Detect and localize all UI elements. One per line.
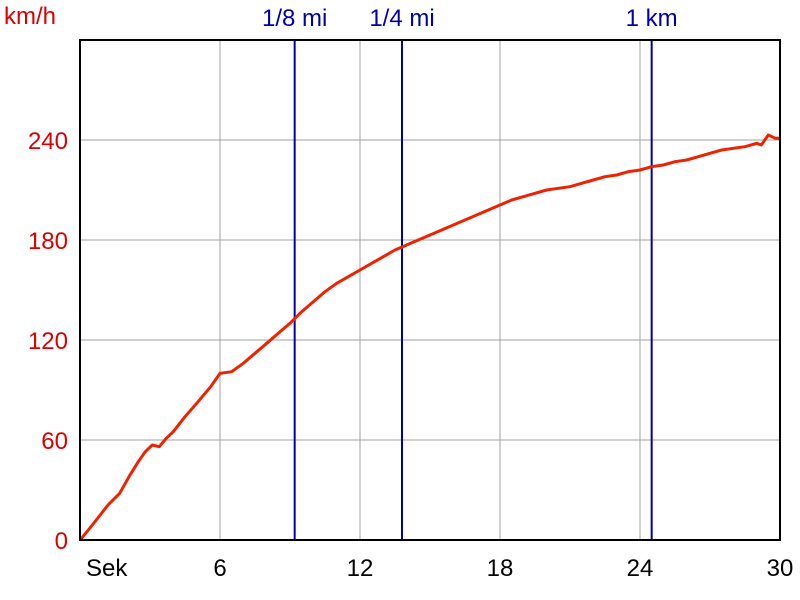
y-tick-labels: 0 60 120 180 240 [28, 128, 68, 555]
marker-label-0: 1/8 mi [262, 5, 327, 32]
y-tick-label-1: 60 [41, 428, 68, 455]
x-tick-label-4: 30 [767, 555, 794, 582]
x-tick-label-1: 12 [347, 555, 374, 582]
y-tick-label-0: 0 [55, 528, 68, 555]
x-axis-label: Sek [86, 555, 128, 582]
x-tick-label-0: 6 [213, 555, 226, 582]
y-tick-label-3: 180 [28, 228, 68, 255]
y-axis-label: km/h [4, 3, 56, 30]
grid [80, 40, 780, 540]
distance-markers: 1/8 mi 1/4 mi 1 km [262, 5, 678, 540]
x-tick-label-2: 18 [487, 555, 514, 582]
x-tick-labels: 6 12 18 24 30 [213, 555, 793, 582]
marker-label-1: 1/4 mi [369, 5, 434, 32]
y-tick-label-2: 120 [28, 328, 68, 355]
plot-frame [79, 39, 781, 541]
marker-label-2: 1 km [626, 5, 678, 32]
speed-series-line [78, 133, 780, 541]
x-tick-label-3: 24 [627, 555, 654, 582]
y-tick-label-4: 240 [28, 128, 68, 155]
